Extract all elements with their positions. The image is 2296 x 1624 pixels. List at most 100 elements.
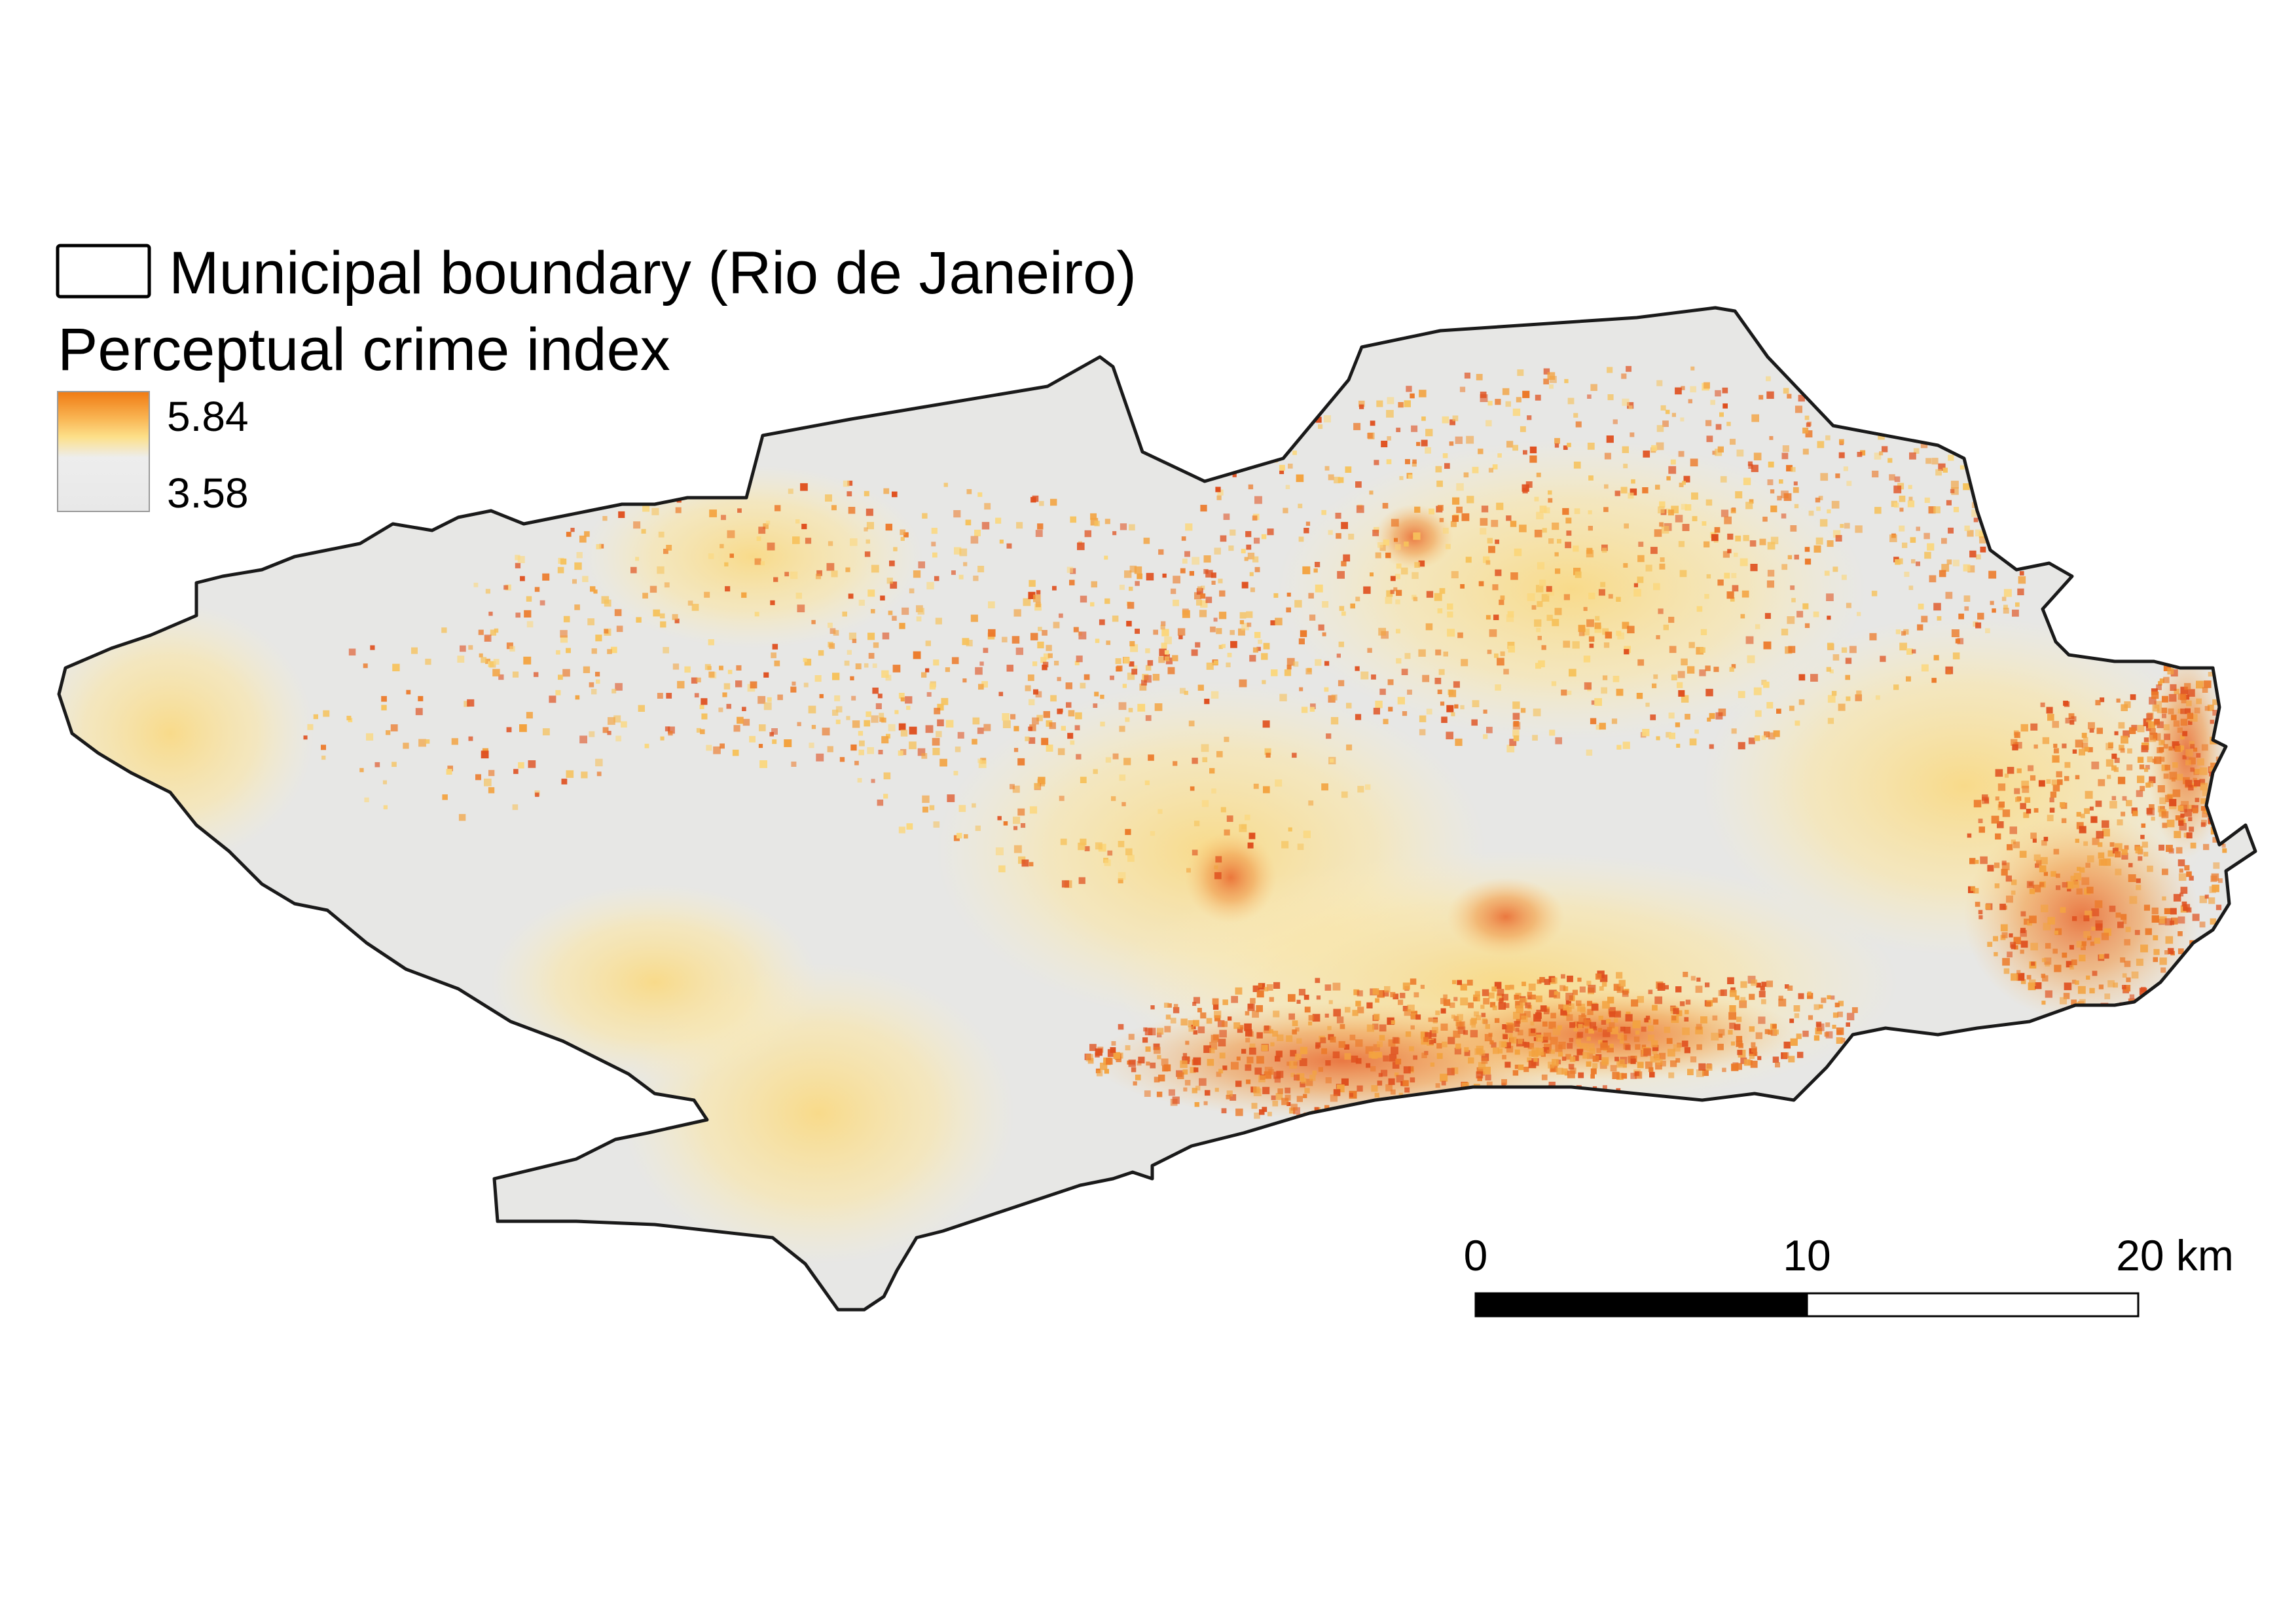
hotspot-cell xyxy=(1321,783,1328,791)
hotspot-cell xyxy=(2165,936,2174,944)
hotspot-cell xyxy=(1450,521,1457,527)
hotspot-cell xyxy=(771,728,778,735)
hotspot-cell xyxy=(1057,676,1061,682)
hotspot-cell xyxy=(953,510,961,518)
hotspot-cell xyxy=(1324,466,1330,471)
hotspot-cell xyxy=(1520,426,1526,432)
hotspot-cell xyxy=(2159,916,2167,924)
hotspot-cell xyxy=(1815,537,1823,545)
hotspot-cell xyxy=(1492,464,1498,470)
hotspot-cell xyxy=(1630,432,1635,437)
hotspot-cell xyxy=(2035,982,2042,989)
hotspot-cell xyxy=(1394,538,1398,542)
hotspot-cell xyxy=(2066,881,2074,889)
hotspot-cell xyxy=(2175,815,2181,821)
hotspot-cell xyxy=(1183,1087,1188,1092)
hotspot-cell xyxy=(719,665,723,671)
hotspot-cell xyxy=(1617,632,1624,640)
hotspot-cell xyxy=(1349,1035,1356,1041)
hotspot-cell xyxy=(1722,403,1728,409)
hotspot-cell xyxy=(1578,630,1585,637)
hotspot-cell xyxy=(727,669,733,674)
hotspot-cell xyxy=(1770,506,1777,513)
hotspot-cell xyxy=(1203,1101,1208,1105)
hotspot-cell xyxy=(1951,487,1959,495)
hotspot-cell xyxy=(1633,1036,1640,1043)
hotspot-cell xyxy=(933,821,940,828)
hotspot-cell xyxy=(1831,500,1840,509)
hotspot-cell xyxy=(1336,1016,1344,1024)
hotspot-cell xyxy=(1686,666,1695,674)
hotspot-cell xyxy=(1300,630,1307,637)
hotspot-cell xyxy=(847,481,853,486)
hotspot-cell xyxy=(1324,984,1332,991)
hotspot-cell xyxy=(1618,980,1626,987)
hotspot-cell xyxy=(1129,641,1135,646)
hotspot-cell xyxy=(2067,887,2071,892)
hotspot-cell xyxy=(1666,476,1671,481)
hotspot-cell xyxy=(2081,733,2087,738)
hotspot-cell xyxy=(2083,915,2090,921)
hotspot-cell xyxy=(2024,797,2031,803)
hotspot-cell xyxy=(2011,973,2018,981)
hotspot-cell xyxy=(1446,731,1453,739)
hotspot-cell xyxy=(1197,1008,1202,1012)
hotspot-cell xyxy=(1582,628,1590,636)
hotspot-cell xyxy=(1766,391,1774,399)
hotspot-cell xyxy=(1127,673,1135,680)
hotspot-cell xyxy=(2174,830,2181,838)
hotspot-cell xyxy=(972,739,977,745)
hotspot-cell xyxy=(2209,767,2214,772)
hotspot-cell xyxy=(1802,1030,1809,1037)
hotspot-cell xyxy=(2124,845,2129,850)
hotspot-cell xyxy=(1396,563,1402,569)
hotspot-cell xyxy=(1911,559,1916,564)
hotspot-cell xyxy=(1532,735,1538,741)
hotspot-cell xyxy=(1497,657,1504,666)
hotspot-cell xyxy=(1439,588,1446,594)
hotspot-cell xyxy=(2044,957,2052,965)
hotspot-cell xyxy=(660,736,665,741)
hotspot-cell xyxy=(2141,841,2148,848)
hotspot-cell xyxy=(2056,771,2062,778)
hotspot-cell xyxy=(708,639,714,646)
hotspot-cell xyxy=(1481,1053,1489,1061)
hotspot-cell xyxy=(1285,1094,1291,1101)
hotspot-cell xyxy=(1921,616,1928,623)
hotspot-cell xyxy=(1592,1063,1598,1069)
hotspot-cell xyxy=(1093,769,1098,774)
hotspot-cell xyxy=(1230,640,1237,648)
hotspot-cell xyxy=(1197,684,1204,691)
hotspot-cell xyxy=(1567,1043,1573,1049)
hotspot-cell xyxy=(1367,648,1372,653)
hotspot-cell xyxy=(1206,662,1214,670)
hotspot-cell xyxy=(1137,703,1146,712)
hotspot-cell xyxy=(1662,420,1669,427)
hot-zone-mid xyxy=(1185,832,1277,923)
hotspot-cell xyxy=(2069,720,2075,725)
hotspot-cell xyxy=(1333,1089,1341,1096)
hotspot-cell xyxy=(1543,378,1550,384)
hotspot-cell xyxy=(889,561,895,566)
hotspot-cell xyxy=(925,640,931,646)
hotspot-cell xyxy=(1601,1020,1607,1025)
hotspot-cell xyxy=(1112,531,1117,536)
hotspot-cell xyxy=(1099,619,1105,625)
hotspot-cell xyxy=(832,709,839,716)
hotspot-cell xyxy=(1595,724,1601,730)
hotspot-cell xyxy=(1180,688,1186,694)
hotspot-cell xyxy=(1374,1092,1379,1098)
hotspot-cell xyxy=(1787,394,1792,399)
hotspot-cell xyxy=(1656,425,1664,432)
hotspot-cell xyxy=(1318,624,1324,631)
hotspot-cell xyxy=(2056,885,2061,891)
hotspot-cell xyxy=(954,547,962,555)
hotspot-cell xyxy=(797,604,805,612)
hotspot-cell xyxy=(1675,515,1683,523)
hotspot-cell xyxy=(2115,868,2122,876)
hotspot-cell xyxy=(2098,779,2105,786)
hotspot-cell xyxy=(1192,557,1200,565)
hotspot-cell xyxy=(974,529,981,536)
hotspot-cell xyxy=(2100,697,2105,703)
hotspot-cell xyxy=(720,544,724,549)
